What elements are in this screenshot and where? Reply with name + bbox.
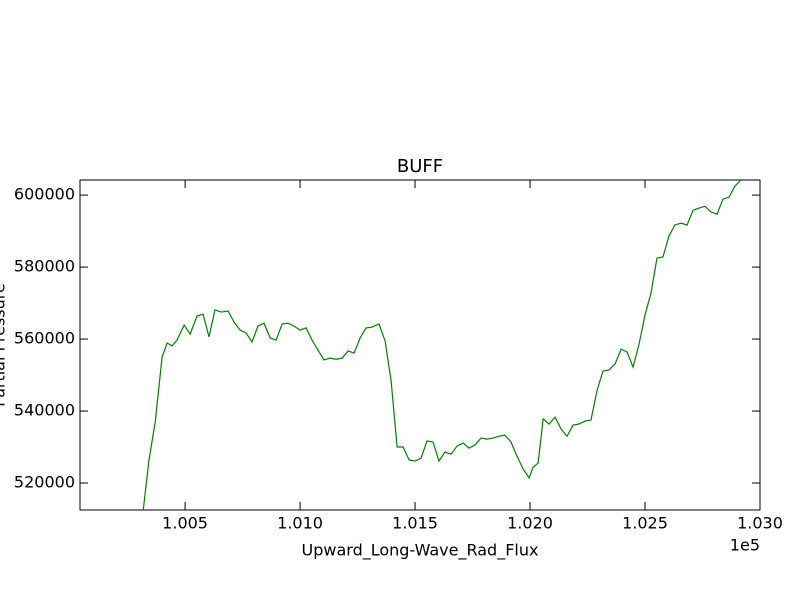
y-tick-label: 560000 [14, 329, 75, 348]
x-tick-label: 1.030 [737, 514, 783, 533]
y-tick-label: 520000 [14, 473, 75, 492]
plot-frame [79, 179, 761, 511]
y-axis-label: Partial Pressure [0, 283, 9, 407]
x-tick-label: 1.020 [507, 514, 553, 533]
y-tick-label: 600000 [14, 185, 75, 204]
x-tick-label: 1.010 [277, 514, 323, 533]
x-tick-label: 1.005 [162, 514, 208, 533]
data-line [142, 180, 742, 510]
y-tick-label: 540000 [14, 401, 75, 420]
y-tick-label: 580000 [14, 257, 75, 276]
x-tick-label: 1.015 [392, 514, 438, 533]
chart-title: BUFF [397, 156, 443, 177]
x-axis-label: Upward_Long-Wave_Rad_Flux [302, 541, 539, 561]
x-tick-label: 1.025 [622, 514, 668, 533]
x-offset-label: 1e5 [730, 536, 760, 555]
